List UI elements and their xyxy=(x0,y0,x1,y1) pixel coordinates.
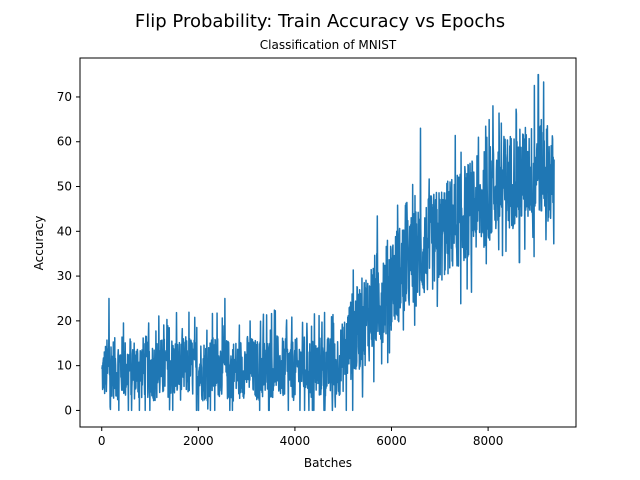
x-axis-label: Batches xyxy=(304,456,352,470)
x-tick-label: 8000 xyxy=(473,434,504,448)
y-tick-label: 30 xyxy=(57,269,72,283)
y-tick-label: 50 xyxy=(57,180,72,194)
series-line-group xyxy=(101,73,555,412)
y-tick-label: 10 xyxy=(57,359,72,373)
y-tick-label: 0 xyxy=(64,403,72,417)
x-tick-label: 6000 xyxy=(376,434,407,448)
y-axis-ticks: 0 10 20 30 40 50 60 70 xyxy=(57,90,80,417)
y-tick-label: 70 xyxy=(57,90,72,104)
x-tick-label: 4000 xyxy=(280,434,311,448)
x-axis-ticks: 0 2000 4000 6000 8000 xyxy=(98,427,503,448)
y-tick-label: 20 xyxy=(57,314,72,328)
chart-title: Flip Probability: Train Accuracy vs Epoc… xyxy=(135,11,505,32)
y-tick-label: 60 xyxy=(57,135,72,149)
x-tick-label: 0 xyxy=(98,434,106,448)
y-axis-label: Accuracy xyxy=(32,216,46,271)
series-line-0 xyxy=(101,73,555,412)
chart-subtitle: Classification of MNIST xyxy=(260,38,397,52)
x-tick-label: 2000 xyxy=(183,434,214,448)
plot-frame xyxy=(79,57,577,428)
y-tick-label: 40 xyxy=(57,224,72,238)
